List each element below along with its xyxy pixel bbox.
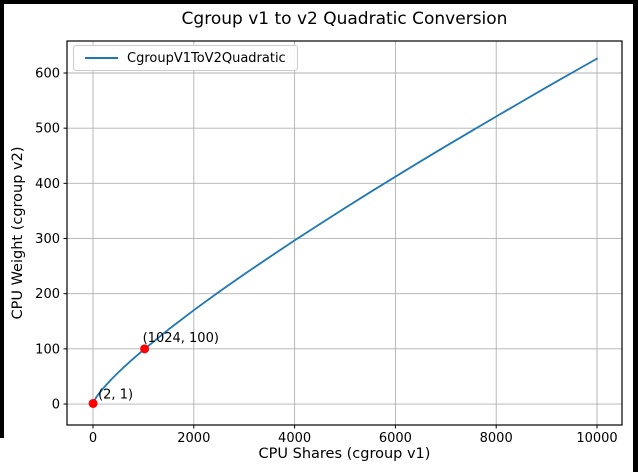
tick-label-x: 4000: [278, 431, 311, 446]
tick-label-y: 500: [35, 122, 60, 137]
series-line: [92, 57, 598, 405]
tick-label-x: 6000: [379, 431, 412, 446]
tick-label-x: 8000: [480, 431, 513, 446]
tick-label-y: 200: [35, 287, 60, 302]
tick-label-x: 10000: [576, 431, 617, 446]
chart-title: Cgroup v1 to v2 Quadratic Conversion: [181, 9, 508, 29]
tick-label-y: 0: [52, 398, 60, 413]
tick-label-y: 600: [35, 67, 60, 82]
point-annotation: (2, 1): [98, 387, 133, 402]
window-border-top: [0, 0, 638, 4]
tick-label-x: 0: [89, 431, 97, 446]
data-point-marker: [140, 344, 150, 354]
tick-label-y: 300: [35, 232, 60, 247]
x-axis-label: CPU Shares (cgroup v1): [258, 446, 431, 462]
legend-line-sample-icon: [85, 57, 118, 59]
plot-border: [66, 40, 623, 426]
data-point-marker: [88, 398, 98, 408]
legend-label: CgroupV1ToV2Quadratic: [127, 50, 286, 66]
tick-label-y: 400: [35, 177, 60, 192]
legend: CgroupV1ToV2Quadratic: [73, 45, 298, 71]
window-border-left: [0, 0, 4, 438]
y-axis-label: CPU Weight (cgroup v2): [10, 146, 26, 320]
point-annotation: (1024, 100): [143, 331, 219, 346]
tick-label-x: 2000: [177, 431, 210, 446]
window-border-right: [633, 0, 638, 472]
tick-label-y: 100: [35, 342, 60, 357]
